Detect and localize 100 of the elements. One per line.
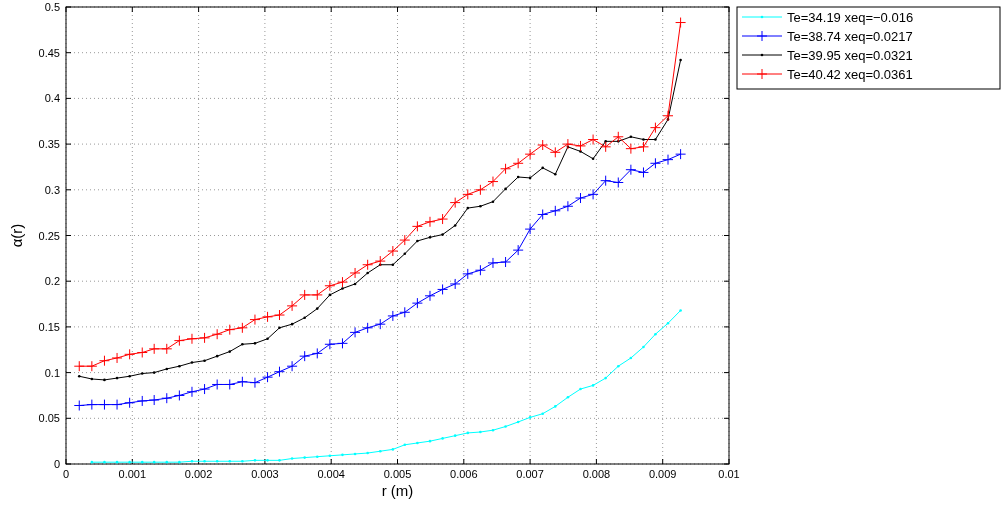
point: [224, 324, 236, 336]
point: [136, 395, 148, 407]
point: [186, 333, 198, 345]
x-axis-title: r (m): [381, 482, 414, 499]
line-series: [78, 59, 682, 381]
point: [286, 360, 298, 372]
point: [161, 343, 173, 355]
y-tick-label: 0.15: [38, 320, 60, 333]
point: [299, 350, 311, 362]
point: [86, 399, 98, 411]
y-tick-label: 0: [53, 458, 60, 470]
x-tick-label: 0.009: [648, 468, 677, 480]
point: [649, 157, 661, 169]
point: [537, 208, 549, 220]
point: [387, 310, 399, 322]
point: [512, 157, 524, 169]
point: [148, 394, 160, 406]
y-tick-label: 0.1: [44, 366, 60, 379]
point: [474, 264, 486, 276]
legend-label: Te=34.19 xeq=−0.016: [787, 10, 914, 25]
point: [262, 371, 274, 383]
point: [336, 337, 348, 349]
point: [199, 332, 211, 344]
point: [512, 244, 524, 256]
point: [437, 283, 449, 295]
point: [411, 297, 423, 309]
line-series: [91, 309, 682, 463]
point: [111, 352, 123, 364]
legend-label: Te=39.95 xeq=0.0321: [787, 48, 913, 63]
point: [336, 276, 348, 288]
point: [136, 346, 148, 358]
point: [474, 184, 486, 196]
point: [625, 164, 637, 176]
point: [424, 216, 436, 228]
point: [500, 163, 512, 175]
point: [73, 360, 85, 372]
point: [411, 220, 423, 232]
point: [462, 188, 474, 200]
y-tick-label: 0.35: [38, 138, 60, 151]
point: [374, 255, 386, 267]
point: [600, 175, 612, 187]
point: [173, 335, 185, 347]
x-tick-label: 0: [62, 468, 70, 480]
point: [662, 154, 674, 166]
point: [362, 322, 374, 334]
y-tick-label: 0.45: [38, 46, 60, 59]
point: [487, 176, 499, 188]
point: [487, 257, 499, 269]
point: [537, 139, 549, 151]
point: [675, 17, 687, 29]
point: [662, 110, 674, 122]
point: [387, 245, 399, 257]
point: [374, 318, 386, 330]
x-tick-label: 0.004: [317, 468, 345, 480]
point: [612, 176, 624, 188]
point: [324, 338, 336, 350]
y-axis-title: α(r): [8, 223, 25, 248]
x-tick-label: 0.01: [718, 468, 740, 480]
legend-label: Te=38.74 xeq=0.0217: [787, 29, 913, 44]
point: [462, 268, 474, 280]
point: [324, 280, 336, 292]
point: [562, 138, 574, 150]
y-tick-label: 0.2: [44, 275, 60, 288]
point: [399, 234, 411, 246]
point: [161, 392, 173, 404]
point: [199, 383, 211, 395]
point: [362, 259, 374, 271]
point: [311, 347, 323, 359]
point: [349, 267, 361, 279]
point: [399, 306, 411, 318]
point: [286, 300, 298, 312]
point: [587, 134, 599, 146]
point: [424, 290, 436, 302]
x-tick-label: 0.007: [516, 468, 544, 480]
x-tick-label: 0.003: [251, 468, 279, 480]
point: [437, 213, 449, 225]
point: [173, 389, 185, 401]
point: [524, 223, 536, 235]
point: [574, 140, 586, 152]
x-tick-label: 0.002: [184, 468, 213, 480]
point: [449, 278, 461, 290]
point: [262, 311, 274, 323]
point: [500, 256, 512, 268]
point: [524, 148, 536, 160]
x-tick-label: 0.001: [118, 468, 147, 480]
point: [637, 166, 649, 178]
point: [211, 378, 223, 390]
y-tick-label: 0.5: [44, 1, 60, 13]
point: [224, 378, 236, 390]
point: [211, 328, 223, 340]
point: [574, 192, 586, 204]
point: [73, 400, 85, 411]
point: [549, 146, 561, 158]
point: [124, 348, 136, 360]
point: [236, 322, 248, 334]
point: [273, 309, 285, 321]
point: [86, 360, 98, 372]
point: [675, 148, 687, 160]
y-tick-label: 0.3: [44, 183, 60, 196]
point: [186, 386, 198, 398]
